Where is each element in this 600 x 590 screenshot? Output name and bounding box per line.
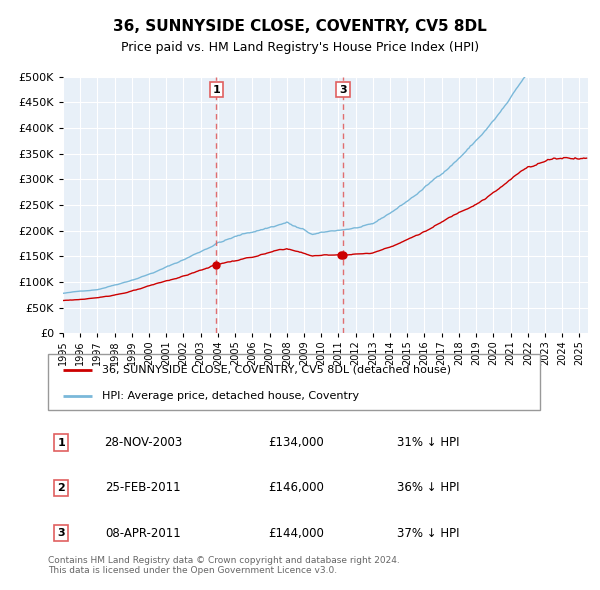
- Text: Contains HM Land Registry data © Crown copyright and database right 2024.
This d: Contains HM Land Registry data © Crown c…: [48, 556, 400, 575]
- Text: 2: 2: [58, 483, 65, 493]
- Text: £144,000: £144,000: [268, 526, 324, 540]
- Text: £146,000: £146,000: [268, 481, 324, 494]
- Text: 3: 3: [339, 84, 347, 94]
- Text: HPI: Average price, detached house, Coventry: HPI: Average price, detached house, Cove…: [102, 391, 359, 401]
- Text: 36, SUNNYSIDE CLOSE, COVENTRY, CV5 8DL (detached house): 36, SUNNYSIDE CLOSE, COVENTRY, CV5 8DL (…: [102, 365, 451, 375]
- Text: 31% ↓ HPI: 31% ↓ HPI: [397, 436, 460, 450]
- Text: 25-FEB-2011: 25-FEB-2011: [105, 481, 181, 494]
- Text: 3: 3: [58, 528, 65, 538]
- Text: 37% ↓ HPI: 37% ↓ HPI: [397, 526, 460, 540]
- Text: 1: 1: [58, 438, 65, 448]
- Text: 36% ↓ HPI: 36% ↓ HPI: [397, 481, 460, 494]
- Text: 08-APR-2011: 08-APR-2011: [105, 526, 181, 540]
- Text: £134,000: £134,000: [268, 436, 324, 450]
- Text: Price paid vs. HM Land Registry's House Price Index (HPI): Price paid vs. HM Land Registry's House …: [121, 41, 479, 54]
- Text: 28-NOV-2003: 28-NOV-2003: [104, 436, 182, 450]
- Text: 36, SUNNYSIDE CLOSE, COVENTRY, CV5 8DL: 36, SUNNYSIDE CLOSE, COVENTRY, CV5 8DL: [113, 19, 487, 34]
- Text: 1: 1: [212, 84, 220, 94]
